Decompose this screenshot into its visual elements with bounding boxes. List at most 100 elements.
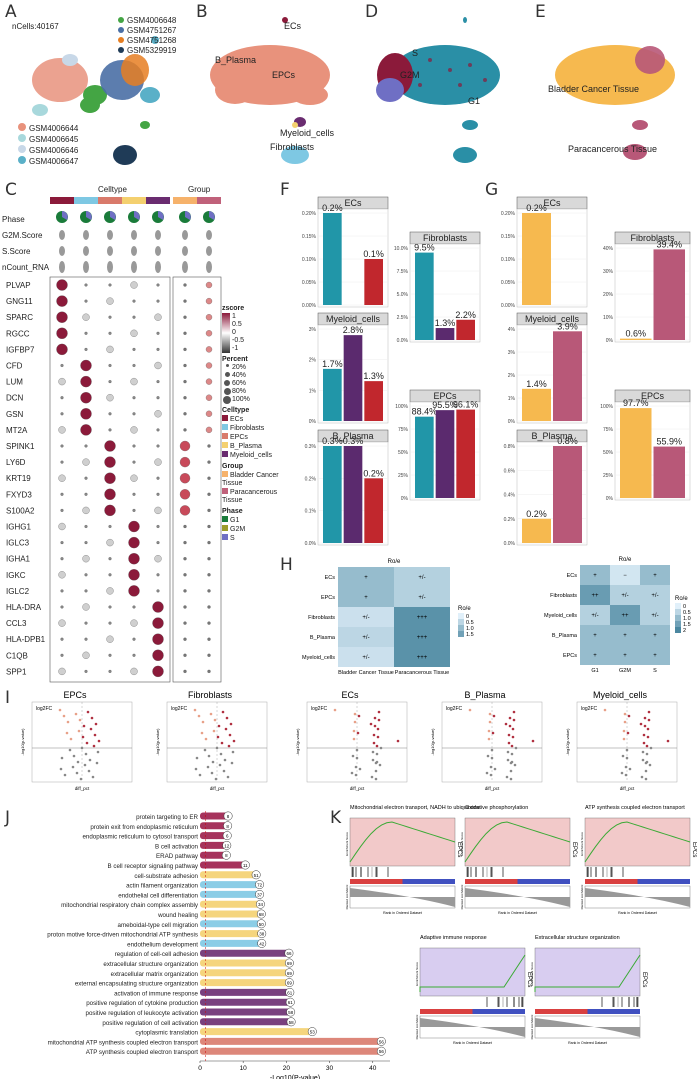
heatmap-col-label: Paracancerous Tissue [395,670,449,676]
dot [183,315,187,319]
dot [156,444,160,448]
heatmap-legend-swatch [458,619,464,625]
volcano-point [82,724,86,728]
tick-label: 0.4% [504,493,516,499]
bar-label: 0.2% [363,468,384,478]
dot [56,343,68,356]
heatmap-cell-label: +/- [418,595,425,601]
dot [156,541,160,545]
g2m-violin [182,230,188,240]
go-count-circle [255,880,265,890]
volcano-point [60,756,64,760]
volcano-title: EPCs [63,690,87,700]
heatmap-col-label: Bladder Cancer Tissue [338,670,394,676]
facet-title: EPCs [641,391,665,401]
volcano-point [215,746,219,750]
gsea-rank-pos [465,879,518,884]
heatmap-cell-label: + [623,653,627,659]
tick-label: 0.0% [305,541,317,547]
dot [80,359,92,372]
go-term-label: actin filament organization [126,883,198,890]
dot [179,505,191,516]
gsea-title: Oxidative phosphorylation [465,805,528,811]
celltype-legend-item: Myeloid_cells [230,452,273,459]
gene-label: IGLC2 [6,587,30,596]
heatmap-legend-swatch [675,609,681,615]
dot [207,589,211,593]
phase-pie-slice [209,211,215,220]
volcano-point [512,718,516,722]
volcano-title: ECs [341,690,359,700]
volcano-point [624,765,628,769]
dot [58,474,66,482]
volcano-point [96,750,100,754]
heatmap-cell [394,587,450,607]
gsea-rank-pos [585,879,638,884]
gsea-curve [464,821,571,863]
go-term-label: ATP synthesis coupled electron transport [86,1049,199,1056]
volcano-point [209,712,213,716]
volcano-title: Fibroblasts [188,690,233,700]
dot [207,540,211,545]
tick-label: 0.20% [302,211,317,217]
g2m-violin [131,230,137,240]
bar [456,319,475,340]
bar-label: 1.4% [526,379,547,389]
volcano-point [206,765,210,769]
volcano-point [352,729,356,733]
ncount-violin [131,261,137,273]
phase-legend-item: G2M [230,526,246,533]
tick-label: 5.0% [397,292,409,298]
s-violin [131,246,137,256]
go-bar [200,881,260,889]
dot [84,299,88,303]
dot [60,653,64,657]
volcano-point [491,731,495,735]
go-count-label: 42 [259,941,265,946]
go-term-label: extracellular matrix organization [111,971,199,978]
volcano-point [490,748,494,752]
gsea-title: Mitochondrial electron transport, NADH t… [350,805,480,811]
dot [156,492,160,496]
umap-b-label-fibroblasts: Fibroblasts [270,142,315,152]
dot [179,473,191,484]
dot [205,378,213,385]
heatmap-cell-label: +/- [651,613,658,619]
gene-label: HLA-DPB1 [6,635,46,644]
gene-label: HLA-DRA [6,603,42,612]
volcano-point [379,746,383,750]
dot [108,669,112,673]
volcano-point [72,754,76,758]
dot [154,458,162,466]
go-bar [200,939,262,947]
volcano-point [647,710,651,714]
dot [152,601,164,613]
dot [156,347,160,351]
tick-label: 0.10% [302,257,317,263]
volcano-point [354,765,358,769]
volcano-point [487,737,491,741]
dot [130,329,138,337]
volcano-point [647,718,651,722]
volcano-title: Myeloid_cells [593,690,648,700]
g2m-violin [59,230,65,240]
gsea-title: Extracellular structure organization [535,935,620,941]
volcano-xlabel: diff_pct [75,786,90,791]
dot [108,653,112,657]
go-count-circle [286,1017,296,1027]
go-term-label: endothelium development [127,941,198,948]
go-count-circle [286,1007,296,1017]
dot [205,410,213,417]
heatmap-cell-label: ++ [591,593,599,599]
umap-d-label-g2m: G2M [400,70,420,80]
dot [60,444,64,448]
dot [179,489,191,500]
dot [82,506,90,515]
tick-label: 0.6% [504,468,516,474]
dot [104,440,116,452]
gsea-ylabel-top: Enrichment Score [345,832,349,856]
heatmap-legend-tick: 0.5 [683,610,691,616]
go-bar [200,900,261,908]
go-count-circle [284,978,294,988]
gsea-tag: EPCs [691,842,697,857]
